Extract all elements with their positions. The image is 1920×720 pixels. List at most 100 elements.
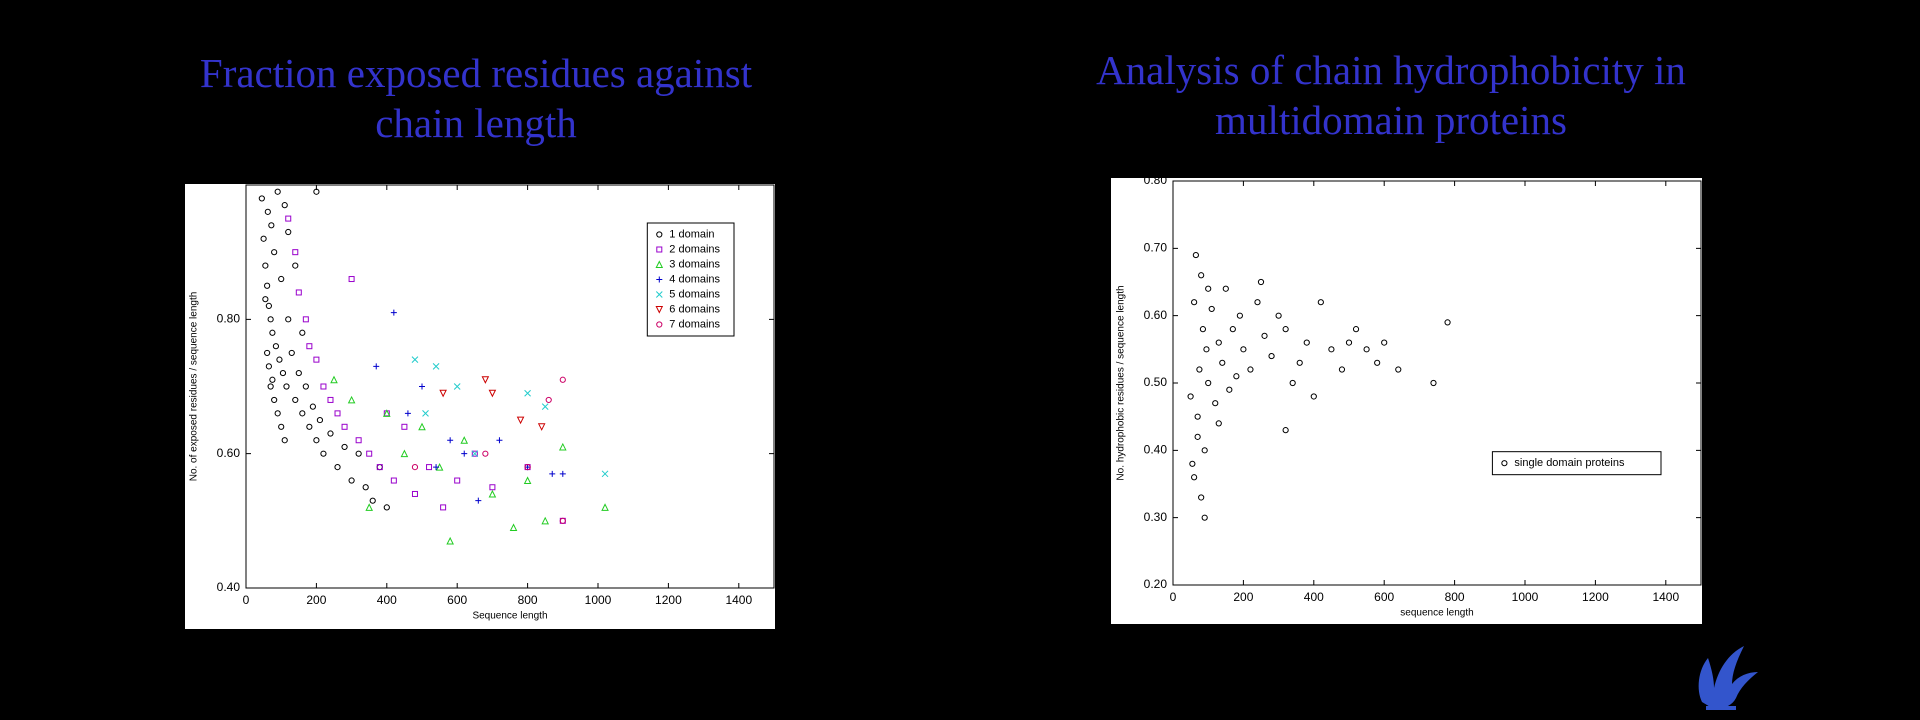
legend-label: 1 domain — [669, 228, 714, 240]
point — [1374, 359, 1381, 366]
point — [330, 375, 338, 384]
point — [482, 450, 489, 457]
point — [267, 316, 274, 323]
point — [1215, 420, 1222, 427]
point — [260, 235, 267, 242]
point — [1275, 312, 1282, 319]
point — [295, 369, 302, 377]
x-tick-label: 600 — [1374, 590, 1394, 604]
x-tick-label: 1400 — [1652, 590, 1679, 604]
point — [264, 208, 271, 215]
point — [299, 410, 306, 417]
logo — [1698, 646, 1758, 710]
point — [1247, 366, 1254, 373]
point — [1430, 379, 1437, 387]
point — [269, 329, 276, 336]
point — [271, 396, 278, 404]
point — [334, 464, 341, 471]
point — [433, 464, 440, 471]
point — [1236, 312, 1243, 319]
y-tick-label: 0.50 — [1144, 375, 1168, 389]
legend: single domain proteins — [1491, 451, 1662, 476]
point — [1187, 393, 1194, 400]
point — [269, 376, 276, 383]
point — [362, 484, 369, 491]
point — [1222, 285, 1229, 292]
point — [488, 389, 497, 398]
x-tick-label: 800 — [1445, 590, 1465, 604]
y-tick-label: 0.70 — [1144, 241, 1168, 255]
point — [302, 383, 309, 390]
point — [439, 389, 447, 398]
point — [1194, 413, 1201, 420]
point — [316, 416, 324, 424]
point — [447, 437, 454, 444]
x-tick-label: 200 — [306, 593, 326, 607]
point — [1338, 366, 1346, 373]
chart-title: Analysis of chain hydrophobicity in mult… — [1096, 47, 1686, 143]
legend: 1 domain 2 domains 3 domains 4 domains 5 dom… — [646, 222, 735, 337]
point — [524, 389, 531, 397]
x-axis-label: Sequence length — [472, 611, 547, 622]
point — [1205, 379, 1212, 387]
point — [471, 450, 479, 458]
point — [306, 423, 313, 430]
x-tick-label: 1200 — [655, 593, 682, 607]
x-tick-label: 800 — [518, 593, 538, 607]
point — [549, 470, 556, 477]
point — [541, 516, 550, 525]
chart: 0 200 400 600 800 1000 1200 1400 0.20 0.30 0.40 0.5… — [1111, 173, 1702, 624]
x-tick-label: 0 — [1170, 590, 1177, 604]
legend-marker — [656, 321, 663, 328]
legend-label: 2 domains — [669, 243, 720, 255]
point — [516, 416, 525, 425]
point — [1254, 299, 1261, 306]
point — [488, 489, 497, 498]
point — [274, 410, 281, 417]
point — [366, 450, 373, 457]
y-tick-label: 0.40 — [217, 580, 241, 594]
legend-marker — [655, 260, 664, 268]
point — [411, 464, 419, 471]
point — [309, 403, 316, 410]
point — [1261, 332, 1268, 339]
point — [264, 282, 271, 289]
point — [313, 356, 320, 363]
y-tick-label: 0.40 — [1144, 443, 1168, 457]
point — [272, 343, 280, 350]
point — [281, 437, 288, 444]
plot-frame — [245, 184, 775, 589]
point — [347, 395, 356, 404]
points — [258, 188, 609, 545]
point — [1205, 285, 1212, 292]
point — [1198, 272, 1205, 279]
point — [278, 423, 285, 430]
point — [1229, 326, 1236, 333]
x-tick-label: 0 — [243, 593, 250, 607]
point — [369, 497, 376, 504]
point — [432, 362, 440, 370]
point — [348, 477, 355, 484]
point — [471, 450, 478, 457]
point — [341, 423, 348, 430]
legend-label: 5 domains — [669, 288, 720, 300]
point — [365, 503, 374, 511]
point — [426, 464, 433, 471]
point — [292, 396, 299, 404]
legend-marker — [656, 276, 663, 283]
y-tick-label: 0.30 — [1144, 510, 1168, 524]
point — [1345, 339, 1353, 346]
y-tick-label: 0.80 — [1144, 173, 1168, 187]
chart: 0 200 400 600 800 1000 1200 1400 0.40 0.60 0.80 Seq… — [185, 184, 775, 629]
point — [559, 376, 566, 383]
point — [1194, 433, 1201, 440]
point — [383, 504, 390, 511]
x-tick-label: 1000 — [1512, 590, 1539, 604]
point — [1212, 400, 1219, 407]
point — [1328, 346, 1335, 353]
point — [279, 369, 287, 377]
point — [268, 222, 275, 229]
point — [1203, 346, 1210, 353]
point — [278, 275, 285, 283]
